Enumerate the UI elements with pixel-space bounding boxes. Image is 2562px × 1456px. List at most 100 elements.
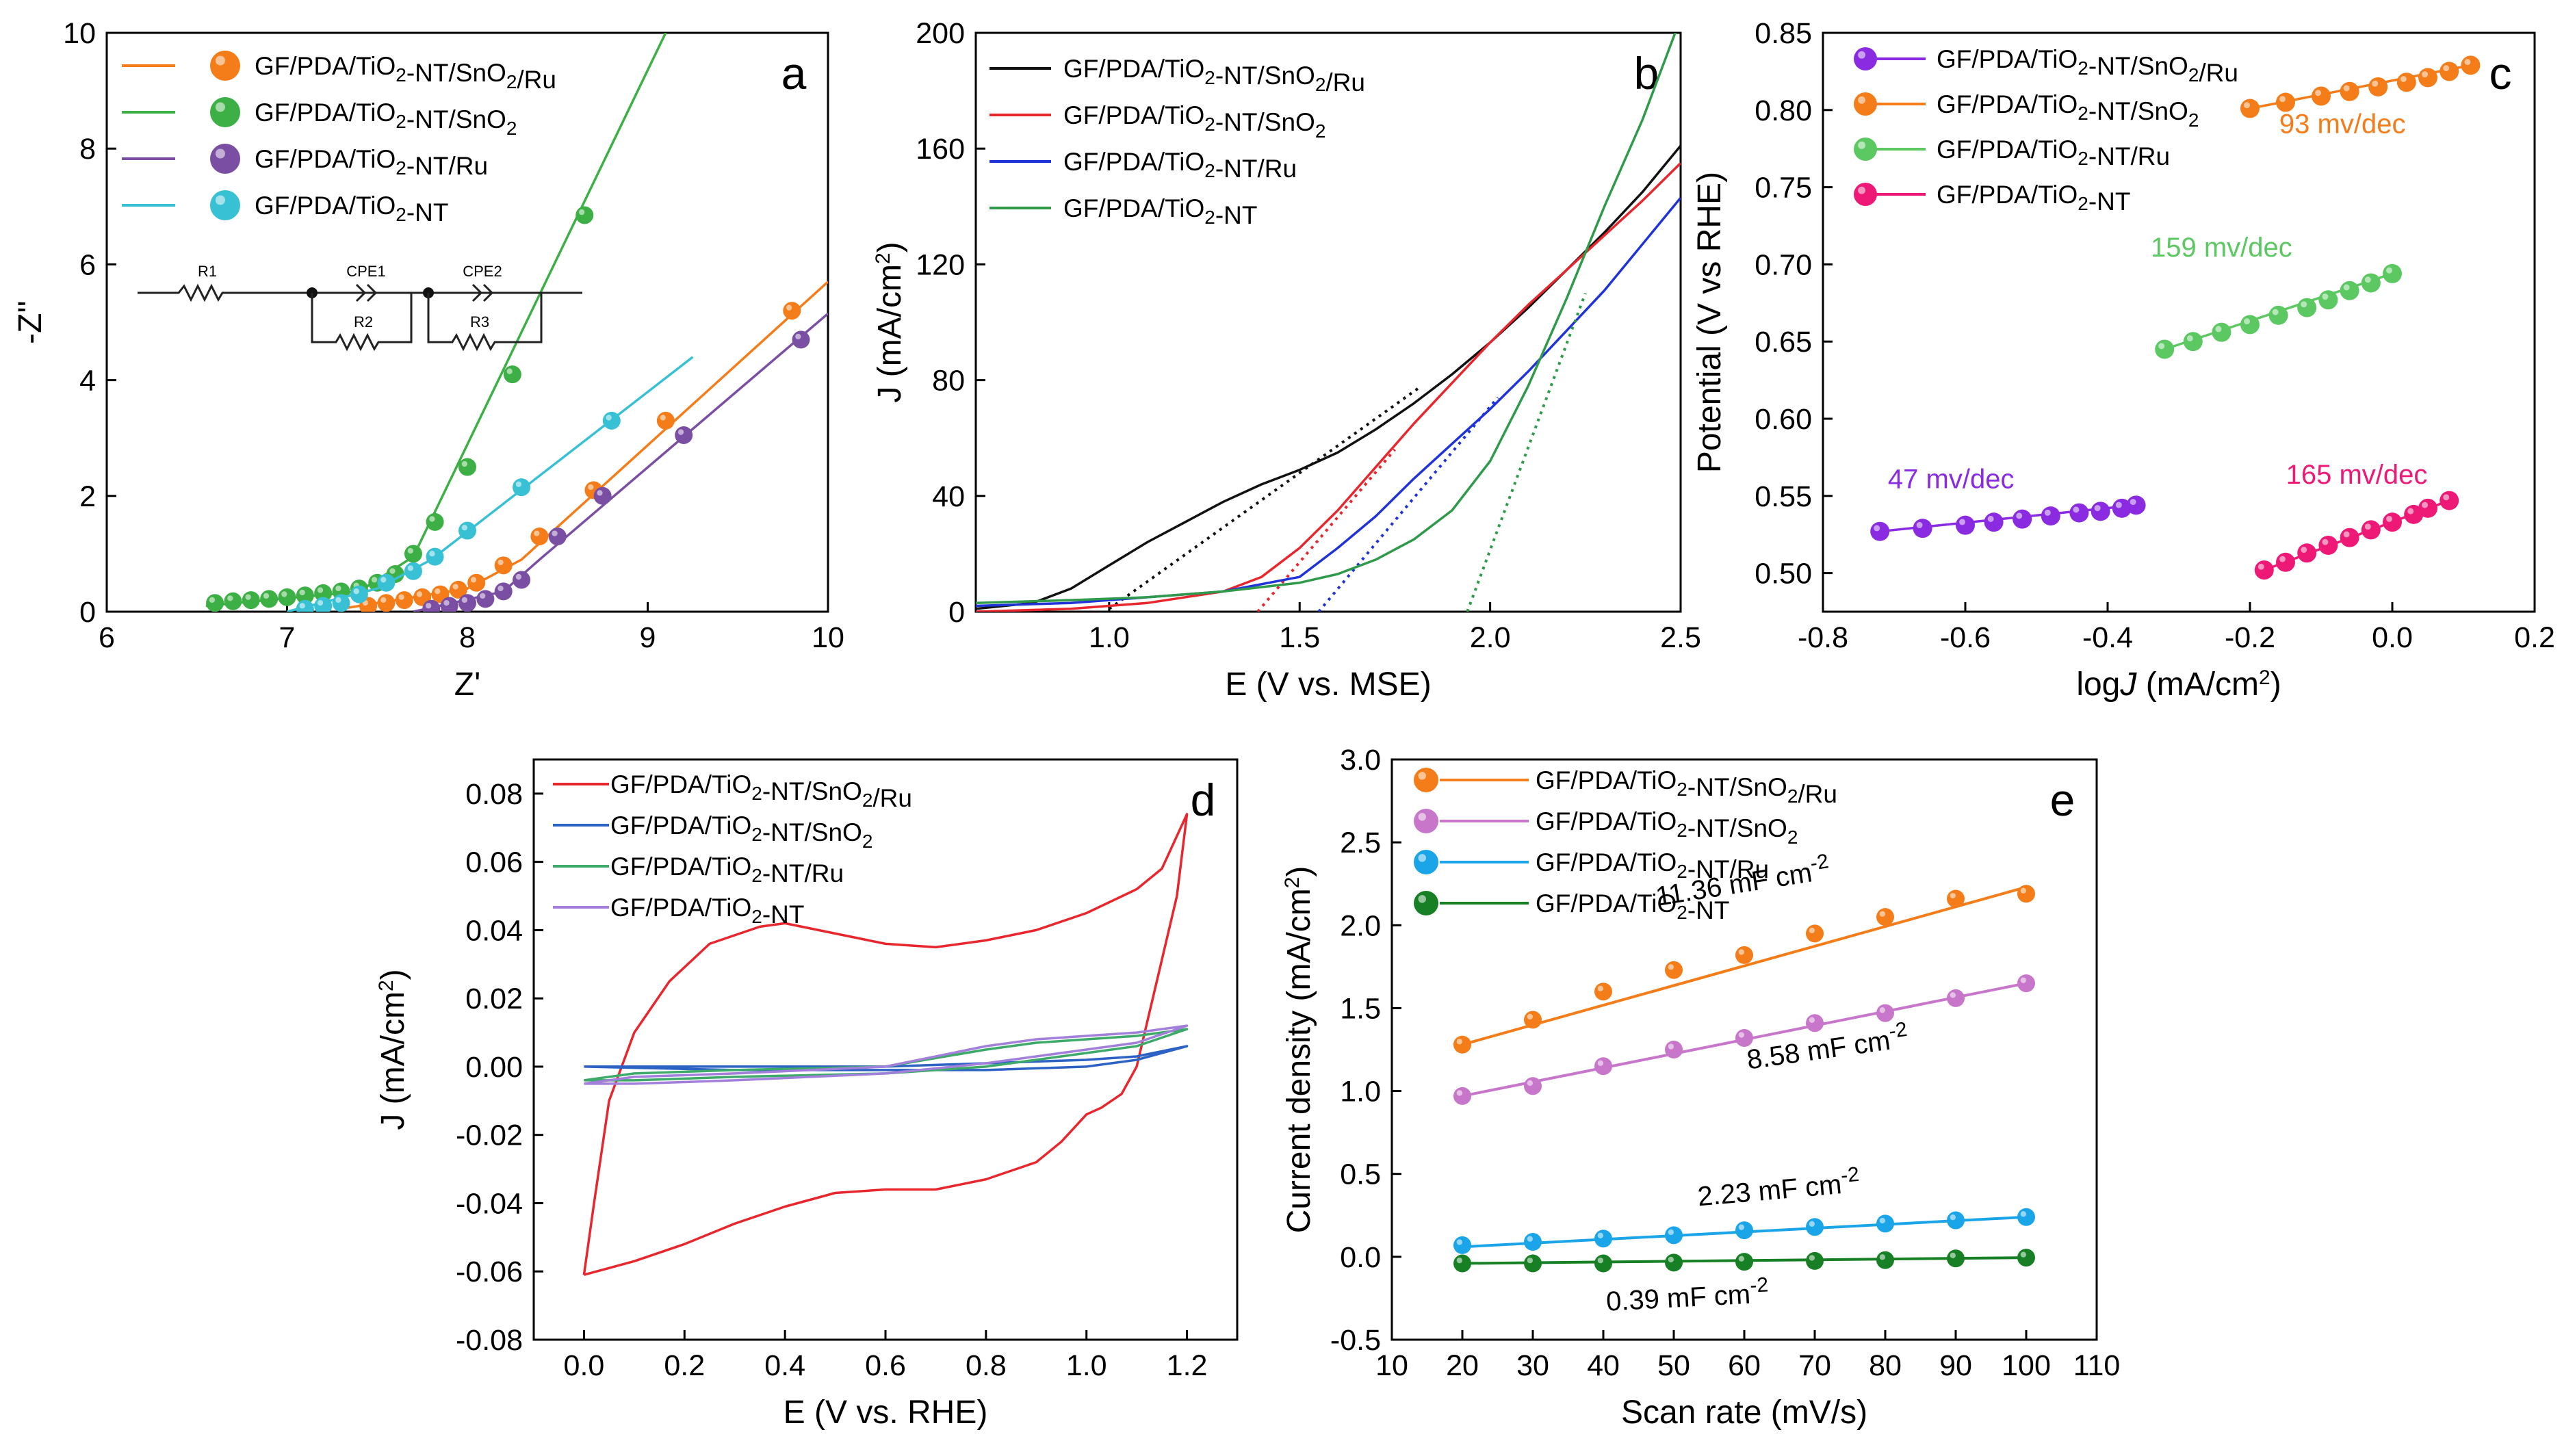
data-point-highlight (2158, 343, 2165, 350)
x-tick-label: 2.5 (1660, 621, 1701, 654)
data-point (404, 545, 422, 563)
data-point (206, 594, 224, 612)
data-point (2383, 512, 2402, 532)
data-point (2126, 495, 2146, 515)
x-tick-label: 20 (1446, 1349, 1479, 1382)
data-point-highlight (1879, 1007, 1886, 1013)
panel-label: d (1191, 775, 1216, 825)
data-point (2017, 1208, 2035, 1226)
data-point-highlight (2343, 531, 2350, 538)
data-point-highlight (2244, 102, 2250, 109)
data-point (1735, 1221, 1753, 1240)
legend-label: GF/PDA/TiO2-NT/Ru (1536, 848, 1769, 883)
data-point (2368, 77, 2388, 96)
data-point (422, 599, 441, 612)
legend-marker (1414, 850, 1438, 874)
legend-label: GF/PDA/TiO2-NT/SnO2 (1937, 90, 2199, 131)
data-point (1524, 1011, 1542, 1029)
x-axis-title: logJ (mA/cm2) (2076, 666, 2281, 703)
data-point-highlight (506, 368, 513, 374)
data-point-highlight (1950, 1214, 1956, 1221)
plot-frame (1822, 31, 2536, 613)
y-tick-label: 0.08 (465, 778, 523, 811)
y-tick-label: 200 (916, 17, 965, 50)
tafel-slope-label: 159 mv/dec (2151, 233, 2292, 263)
data-point-highlight (2422, 71, 2428, 78)
cpe-symbol (355, 283, 378, 302)
data-point (426, 547, 444, 566)
data-point-highlight (1950, 992, 1956, 998)
data-point (2418, 68, 2437, 88)
legend-label: GF/PDA/TiO2-NT/SnO2/Ru (1063, 55, 1365, 96)
data-point-highlight (534, 530, 540, 536)
data-point (1594, 1230, 1612, 1248)
panel-a: 6 7 8 9 10 0 2 4 6 8 10 a Z' -Z'' GF/PDA/TiO2-NT/SnO2/… (12, 17, 844, 703)
y-tick-label: 1.5 (1340, 992, 1381, 1025)
data-point (2013, 509, 2032, 529)
x-tick-label: 110 (2073, 1349, 2121, 1382)
data-point-highlight (398, 594, 404, 600)
data-point (377, 594, 396, 612)
data-point-highlight (1418, 895, 1426, 903)
equivalent-circuit: R1 CPE1 CPE2 R2 R3 (138, 263, 582, 352)
x-tick-label: 100 (2002, 1349, 2051, 1382)
data-point-highlight (380, 577, 387, 583)
data-point (2091, 502, 2110, 521)
x-tick-label: -0.2 (2225, 621, 2275, 654)
y-tick-label: 0.06 (465, 846, 523, 879)
data-point (1524, 1077, 1542, 1095)
data-point-highlight (2386, 267, 2392, 274)
data-point-highlight (606, 415, 612, 421)
x-tick-label: 0.4 (764, 1349, 805, 1382)
data-point (350, 585, 368, 603)
data-point (1594, 1254, 1612, 1273)
data-point-highlight (2315, 90, 2321, 96)
circuit-wire (427, 293, 543, 352)
data-point (2017, 974, 2035, 993)
plot-frame (974, 31, 1682, 613)
data-point-highlight (1527, 1236, 1534, 1242)
data-point-highlight (2020, 1251, 2027, 1258)
data-point (332, 594, 350, 612)
legend-label: GF/PDA/TiO2-NT (1937, 181, 2131, 216)
data-point-highlight (786, 304, 792, 311)
y-tick-label: 0.55 (1755, 480, 1812, 513)
legend-marker (210, 51, 240, 81)
data-point-highlight (1456, 1257, 1463, 1264)
x-tick-label: 0.6 (865, 1349, 906, 1382)
data-point-highlight (1858, 141, 1865, 149)
data-point (1594, 1057, 1612, 1076)
data-point-highlight (245, 594, 251, 600)
y-tick-label: 0.5 (1340, 1158, 1381, 1191)
data-point (1947, 1211, 1965, 1230)
series-line (582, 813, 1189, 1276)
series-line (976, 33, 1677, 605)
legend-marker (1854, 92, 1877, 116)
x-tick-label: 1.0 (1066, 1349, 1107, 1382)
data-point (1984, 512, 2004, 532)
y-tick-label: 8 (79, 133, 96, 166)
data-point-highlight (407, 547, 413, 554)
data-point (2240, 99, 2260, 118)
data-point (458, 458, 476, 476)
y-tick-label: 2.0 (1340, 909, 1381, 942)
data-point (1453, 1087, 1471, 1105)
x-tick-label: -0.6 (1940, 621, 1991, 654)
data-point (1876, 1214, 1894, 1233)
data-point-highlight (1858, 96, 1865, 104)
data-point (1806, 1014, 1824, 1032)
y-tick-label: 0.00 (465, 1051, 523, 1084)
y-axis-title: Current density (mA/cm2) (1281, 866, 1317, 1234)
capacitance-label: 2.23 mF cm-2 (1696, 1163, 1861, 1212)
data-point (2318, 290, 2338, 310)
y-tick-label: 0.70 (1755, 248, 1812, 281)
data-point (2069, 503, 2089, 523)
data-point-highlight (2301, 547, 2307, 553)
legend-label: GF/PDA/TiO2-NT (610, 894, 805, 928)
data-point-highlight (452, 584, 458, 590)
data-point-highlight (1879, 1217, 1886, 1224)
data-point (530, 528, 549, 546)
data-point (2041, 506, 2060, 526)
data-point (426, 512, 444, 531)
data-point (2297, 298, 2317, 317)
